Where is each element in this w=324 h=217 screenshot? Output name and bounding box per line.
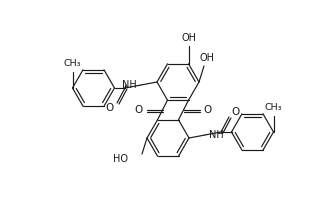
Text: CH₃: CH₃: [265, 104, 282, 112]
Text: OH: OH: [200, 53, 214, 63]
Text: CH₃: CH₃: [64, 59, 81, 69]
Text: O: O: [134, 105, 143, 115]
Text: NH: NH: [209, 130, 224, 140]
Text: O: O: [203, 105, 212, 115]
Text: O: O: [232, 107, 240, 117]
Text: OH: OH: [181, 33, 196, 43]
Text: HO: HO: [113, 154, 128, 164]
Text: NH: NH: [122, 80, 137, 90]
Text: O: O: [106, 103, 114, 113]
